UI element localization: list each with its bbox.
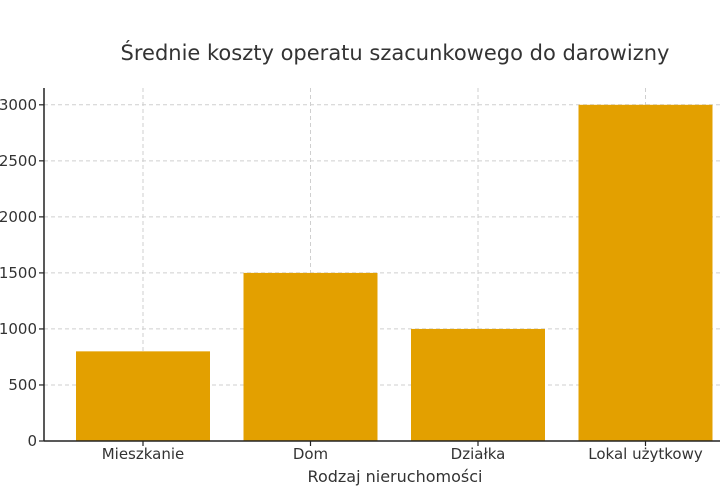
y-tick-label: 2500 [0, 152, 37, 170]
y-tick-label: 3000 [0, 96, 37, 114]
y-axis-ticks: 0 500 1000 1500 2000 2500 3000 [0, 96, 44, 450]
y-tick-label: 2000 [0, 208, 37, 226]
x-tick-label: Lokal użytkowy [588, 445, 703, 463]
x-axis-label: Rodzaj nieruchomości [308, 467, 483, 486]
chart-title: Średnie koszty operatu szacunkowego do d… [121, 40, 670, 65]
x-tick-label: Działka [451, 445, 506, 463]
y-tick-label: 1500 [0, 264, 37, 282]
x-tick-label: Mieszkanie [102, 445, 185, 463]
bar [578, 104, 713, 442]
bars [76, 104, 713, 442]
bar [411, 328, 545, 441]
x-axis-ticks: Mieszkanie Dom Działka Lokal użytkowy [102, 441, 703, 463]
y-tick-label: 1000 [0, 320, 37, 338]
bar [76, 351, 210, 441]
x-tick-label: Dom [293, 445, 328, 463]
bar [243, 272, 378, 441]
y-tick-label: 500 [8, 376, 37, 394]
y-tick-label: 0 [27, 432, 37, 450]
